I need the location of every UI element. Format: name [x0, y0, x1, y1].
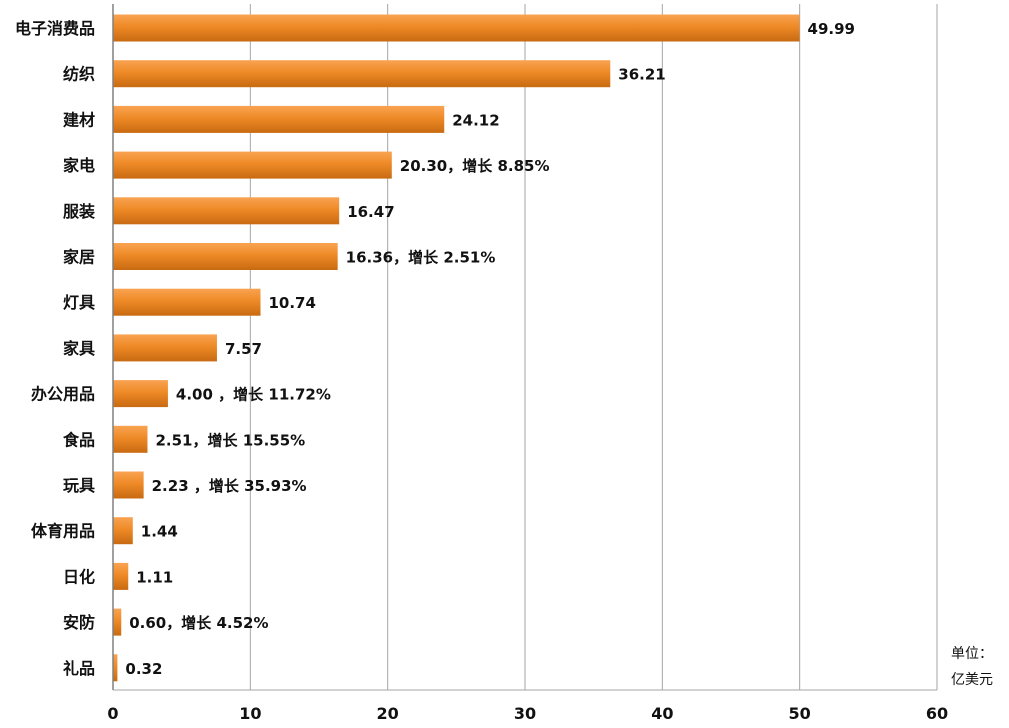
bar-8 [113, 334, 217, 362]
labels-layer: 电子消费品 49.99 纺织 36.21 建材 24.12 家电 20.30，增长 8.85%… [15, 19, 855, 678]
axis-layer: 0 10 20 30 40 50 60 [107, 4, 948, 723]
category-label: 灯具 [63, 293, 95, 312]
data-label: 2.23 ，增长 35.93% [152, 477, 307, 495]
category-label: 体育用品 [31, 522, 95, 541]
data-label: 49.99 [808, 20, 855, 38]
category-label: 礼品 [63, 659, 95, 678]
bar-11 [113, 471, 144, 499]
data-label: 7.57 [225, 340, 262, 358]
category-label: 办公用品 [31, 385, 95, 404]
x-tick-label: 10 [239, 704, 261, 723]
x-tick-label: 40 [651, 704, 673, 723]
category-label: 纺织 [63, 65, 95, 84]
bar-13 [113, 562, 129, 590]
unit-line-1: 单位： [951, 646, 993, 662]
data-label: 36.21 [618, 66, 665, 84]
bar-10 [113, 425, 148, 453]
data-label: 16.36，增长 2.51% [346, 249, 496, 267]
category-label: 安防 [63, 613, 95, 632]
data-label: 24.12 [452, 111, 499, 129]
unit-label: 单位： 亿美元 [951, 646, 993, 688]
data-label: 4.00 ，增长 11.72% [176, 386, 331, 404]
category-label: 家具 [63, 339, 95, 358]
x-tick-label: 0 [107, 704, 118, 723]
category-label: 食品 [62, 430, 95, 449]
category-label: 服装 [63, 202, 95, 221]
x-tick-label: 30 [514, 704, 536, 723]
category-label: 建材 [63, 110, 95, 129]
bar-2 [113, 60, 611, 88]
bar-6 [113, 243, 338, 270]
bar-7 [113, 288, 261, 316]
data-label: 0.60，增长 4.52% [129, 614, 268, 632]
data-label: 2.51，增长 15.55% [155, 431, 305, 449]
x-tick-label: 20 [377, 704, 399, 723]
data-label: 1.11 [136, 568, 173, 586]
bar-14 [113, 608, 122, 636]
category-label: 日化 [63, 567, 95, 586]
data-label: 16.47 [347, 203, 394, 221]
bar-1 [113, 14, 800, 42]
bars-layer [113, 14, 800, 682]
category-label: 家居 [63, 248, 95, 267]
bar-15 [113, 654, 118, 682]
bar-4 [113, 151, 392, 179]
data-label: 10.74 [268, 294, 315, 312]
data-label: 1.44 [141, 523, 178, 541]
data-label: 20.30，增长 8.85% [400, 157, 550, 175]
unit-line-2: 亿美元 [951, 672, 993, 688]
data-label: 0.32 [125, 660, 162, 678]
bar-5 [113, 197, 340, 225]
bar-9 [113, 380, 168, 408]
category-label: 电子消费品 [15, 19, 95, 38]
bar-3 [113, 105, 445, 133]
x-tick-label: 60 [926, 704, 948, 723]
bar-12 [113, 517, 133, 545]
x-tick-label: 50 [789, 704, 811, 723]
category-label: 家电 [63, 156, 95, 175]
category-label: 玩具 [63, 476, 95, 495]
